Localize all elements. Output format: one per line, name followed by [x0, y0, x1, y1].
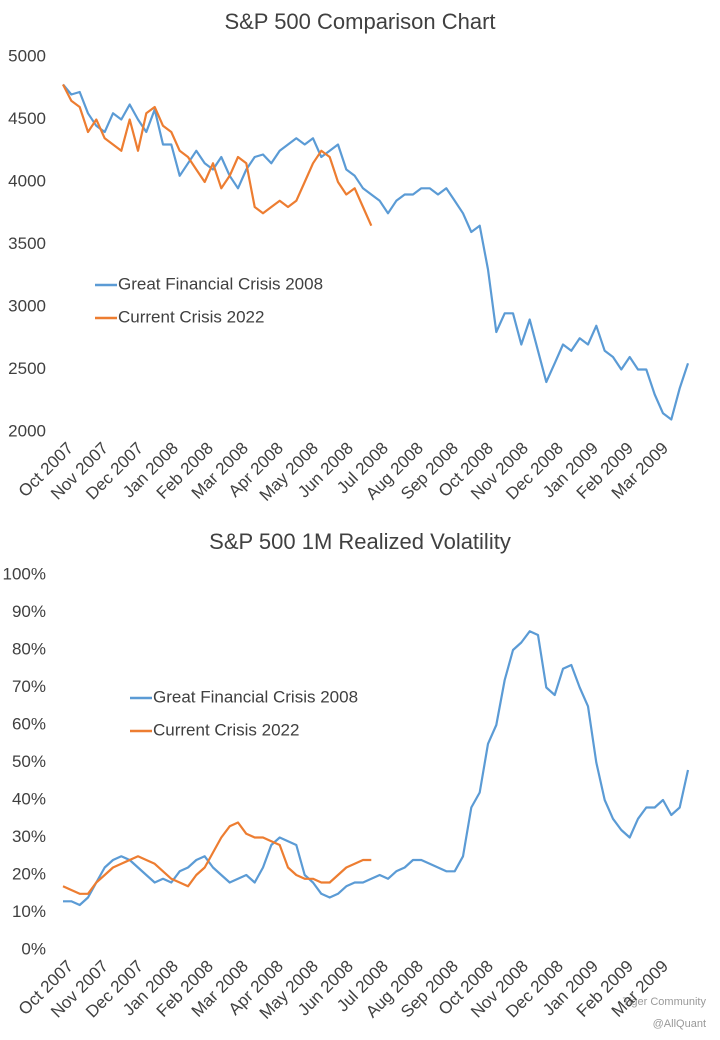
series-line	[62, 84, 373, 227]
y-tick-label: 20%	[12, 864, 46, 883]
legend-label: Great Financial Crisis 2008	[153, 687, 358, 706]
series-line	[62, 821, 372, 895]
y-tick-label: 100%	[3, 564, 46, 583]
y-tick-label: 60%	[12, 714, 46, 733]
y-tick-label: 50%	[12, 752, 46, 771]
y-tick-label: 90%	[12, 602, 46, 621]
watermark: Tiger Community	[623, 996, 707, 1008]
y-tick-label: 3500	[8, 234, 46, 253]
legend-label: Current Crisis 2022	[153, 720, 299, 739]
legend-label: Current Crisis 2022	[118, 307, 264, 326]
y-tick-label: 4500	[8, 109, 46, 128]
y-tick-label: 2000	[8, 421, 46, 440]
y-tick-label: 4000	[8, 171, 46, 190]
series-line	[62, 83, 690, 421]
y-tick-label: 2500	[8, 359, 46, 378]
chart-title: S&P 500 1M Realized Volatility	[209, 529, 511, 554]
series-line	[63, 630, 690, 907]
y-tick-label: 0%	[21, 939, 46, 958]
chart-title: S&P 500 Comparison Chart	[224, 9, 495, 34]
y-tick-label: 30%	[12, 827, 46, 846]
y-tick-label: 40%	[12, 789, 46, 808]
y-tick-label: 70%	[12, 677, 46, 696]
y-tick-label: 3000	[8, 296, 46, 315]
y-tick-label: 5000	[8, 46, 46, 65]
y-tick-label: 80%	[12, 639, 46, 658]
watermark: @AllQuant	[653, 1018, 706, 1030]
y-tick-label: 10%	[12, 902, 46, 921]
legend-label: Great Financial Crisis 2008	[118, 274, 323, 293]
